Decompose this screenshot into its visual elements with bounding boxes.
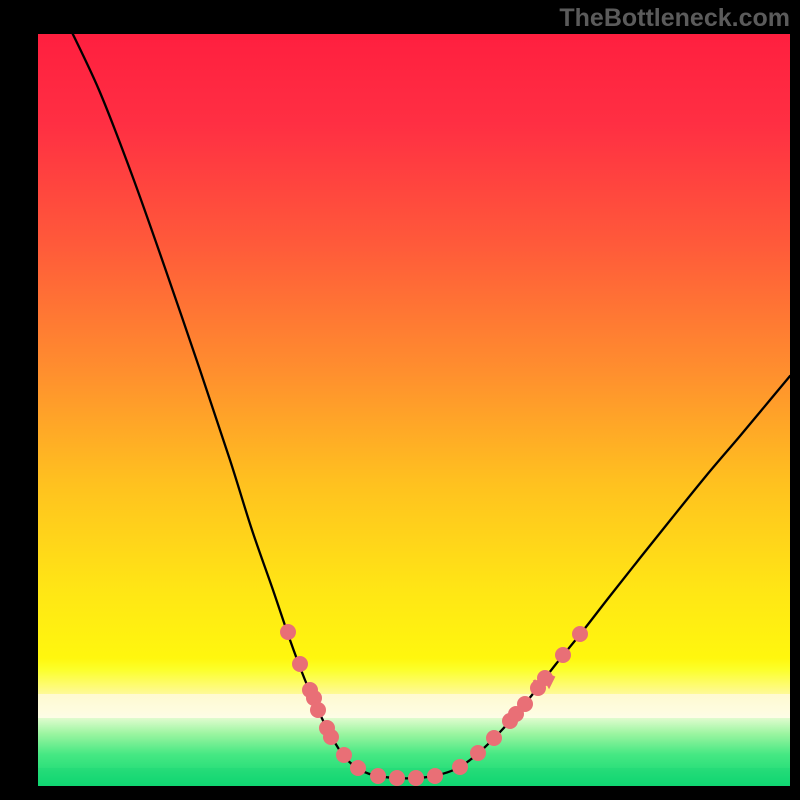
green-band bbox=[38, 768, 790, 786]
watermark-text: TheBottleneck.com bbox=[559, 4, 790, 33]
pale-band bbox=[38, 694, 790, 718]
chart-container: TheBottleneck.com bbox=[0, 0, 800, 800]
plot-background bbox=[38, 34, 790, 786]
